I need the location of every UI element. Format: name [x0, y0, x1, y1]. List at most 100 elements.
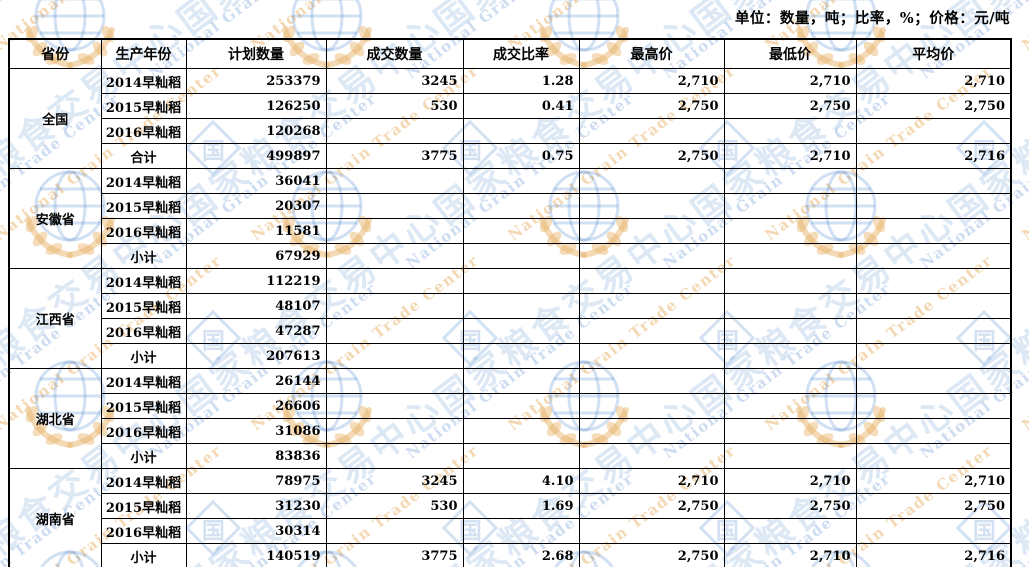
- value-cell: 3245: [325, 468, 464, 494]
- value-cell: [723, 393, 857, 419]
- value-cell: 2,750: [723, 93, 857, 119]
- column-header: 生产年份: [100, 38, 187, 69]
- value-cell: [723, 518, 857, 544]
- value-cell: [578, 118, 725, 144]
- value-cell: 83836: [185, 443, 327, 469]
- value-cell: [855, 168, 1012, 194]
- value-cell: [462, 268, 580, 294]
- value-cell: [462, 168, 580, 194]
- value-cell: [578, 168, 725, 194]
- value-cell: 4.10: [462, 468, 580, 494]
- value-cell: [723, 168, 857, 194]
- province-cell: 湖南省: [8, 468, 102, 567]
- value-cell: 530: [325, 493, 464, 519]
- value-cell: [578, 518, 725, 544]
- value-cell: [325, 343, 464, 369]
- value-cell: [855, 343, 1012, 369]
- value-cell: [462, 218, 580, 244]
- value-cell: [855, 318, 1012, 344]
- table-row: 2016早籼稻 120268: [9, 118, 1012, 144]
- value-cell: [325, 293, 464, 319]
- value-cell: [578, 268, 725, 294]
- value-cell: [462, 318, 580, 344]
- table-row: 安徽省 2014早籼稻 36041: [8, 168, 1012, 269]
- value-cell: 2,750: [578, 93, 725, 119]
- value-cell: [855, 368, 1012, 394]
- value-cell: 2.68: [462, 543, 580, 567]
- watermark-en-text: National Grain Trade Center: [1018, 61, 1029, 245]
- table-row: 小计 140519 3775 2.68 2,750 2,710 2,716: [9, 543, 1012, 567]
- value-cell: 126250: [185, 93, 327, 119]
- value-cell: [462, 418, 580, 444]
- value-cell: [723, 218, 857, 244]
- year-label-cell: 2015早籼稻: [100, 393, 187, 419]
- value-cell: [462, 368, 580, 394]
- value-cell: 3775: [325, 543, 464, 567]
- value-cell: 11581: [185, 218, 327, 244]
- value-cell: 31230: [185, 493, 327, 519]
- value-cell: 2,716: [855, 143, 1012, 169]
- value-cell: 253379: [185, 68, 327, 94]
- watermark-en-text: National Grain Trade Center: [1019, 441, 1029, 567]
- value-cell: [578, 443, 725, 469]
- value-cell: 3775: [325, 143, 464, 169]
- province-cell: 安徽省: [8, 168, 102, 269]
- value-cell: [723, 118, 857, 144]
- year-label-cell: 小计: [100, 243, 187, 269]
- table-row: 小计 67929: [9, 243, 1012, 269]
- value-cell: 2,710: [855, 68, 1012, 94]
- value-cell: 1.28: [462, 68, 580, 94]
- table-row: 小计 83836: [9, 443, 1012, 469]
- value-cell: [325, 518, 464, 544]
- column-header: 成交比率: [462, 38, 580, 69]
- unit-note: 单位：数量，吨；比率，%；价格：元/吨: [734, 10, 1010, 27]
- value-cell: 3245: [325, 68, 464, 94]
- column-header: 成交数量: [325, 38, 464, 69]
- table-row: 合计 499897 3775 0.75 2,750 2,710 2,716: [9, 143, 1012, 169]
- value-cell: 0.41: [462, 93, 580, 119]
- value-cell: [855, 393, 1012, 419]
- value-cell: [723, 293, 857, 319]
- year-label-cell: 2015早籼稻: [100, 293, 187, 319]
- watermark-en-text: National Grain Trade Center: [1018, 251, 1029, 435]
- value-cell: 2,710: [723, 143, 857, 169]
- table-row: 小计 207613: [9, 343, 1012, 369]
- table-row: 湖南省 2014早籼稻 78975 3245 4.10 2,710 2,710 2,710: [8, 468, 1012, 567]
- value-cell: 2,716: [855, 543, 1012, 567]
- value-cell: [325, 218, 464, 244]
- table-row: 2016早籼稻 30314: [9, 518, 1012, 544]
- year-label-cell: 小计: [100, 343, 187, 369]
- value-cell: [462, 393, 580, 419]
- value-cell: 120268: [185, 118, 327, 144]
- value-cell: [723, 343, 857, 369]
- year-label-cell: 2016早籼稻: [100, 418, 187, 444]
- value-cell: [855, 293, 1012, 319]
- results-table: 省份 生产年份 计划数量 成交数量 成交比率 最高价 最低价 平均价 全国 2014早籼稻 253…: [8, 38, 1012, 567]
- year-label-cell: 2016早籼稻: [100, 318, 187, 344]
- column-header: 最高价: [578, 38, 725, 69]
- value-cell: [855, 193, 1012, 219]
- value-cell: [578, 293, 725, 319]
- value-cell: 2,710: [855, 468, 1012, 494]
- value-cell: [578, 243, 725, 269]
- value-cell: 20307: [185, 193, 327, 219]
- table-row: 湖北省 2014早籼稻 26144: [8, 368, 1012, 469]
- value-cell: [723, 318, 857, 344]
- year-label-cell: 合计: [100, 143, 187, 169]
- value-cell: 2,750: [855, 493, 1012, 519]
- value-cell: 2,750: [855, 93, 1012, 119]
- value-cell: 1.69: [462, 493, 580, 519]
- province-cell: 湖北省: [8, 368, 102, 469]
- value-cell: [462, 243, 580, 269]
- value-cell: [325, 193, 464, 219]
- value-cell: 31086: [185, 418, 327, 444]
- value-cell: 530: [325, 93, 464, 119]
- value-cell: [855, 418, 1012, 444]
- value-cell: [578, 218, 725, 244]
- column-header: 省份: [8, 38, 102, 69]
- value-cell: [462, 343, 580, 369]
- value-cell: [325, 368, 464, 394]
- year-label-cell: 2016早籼稻: [100, 518, 187, 544]
- value-cell: [578, 393, 725, 419]
